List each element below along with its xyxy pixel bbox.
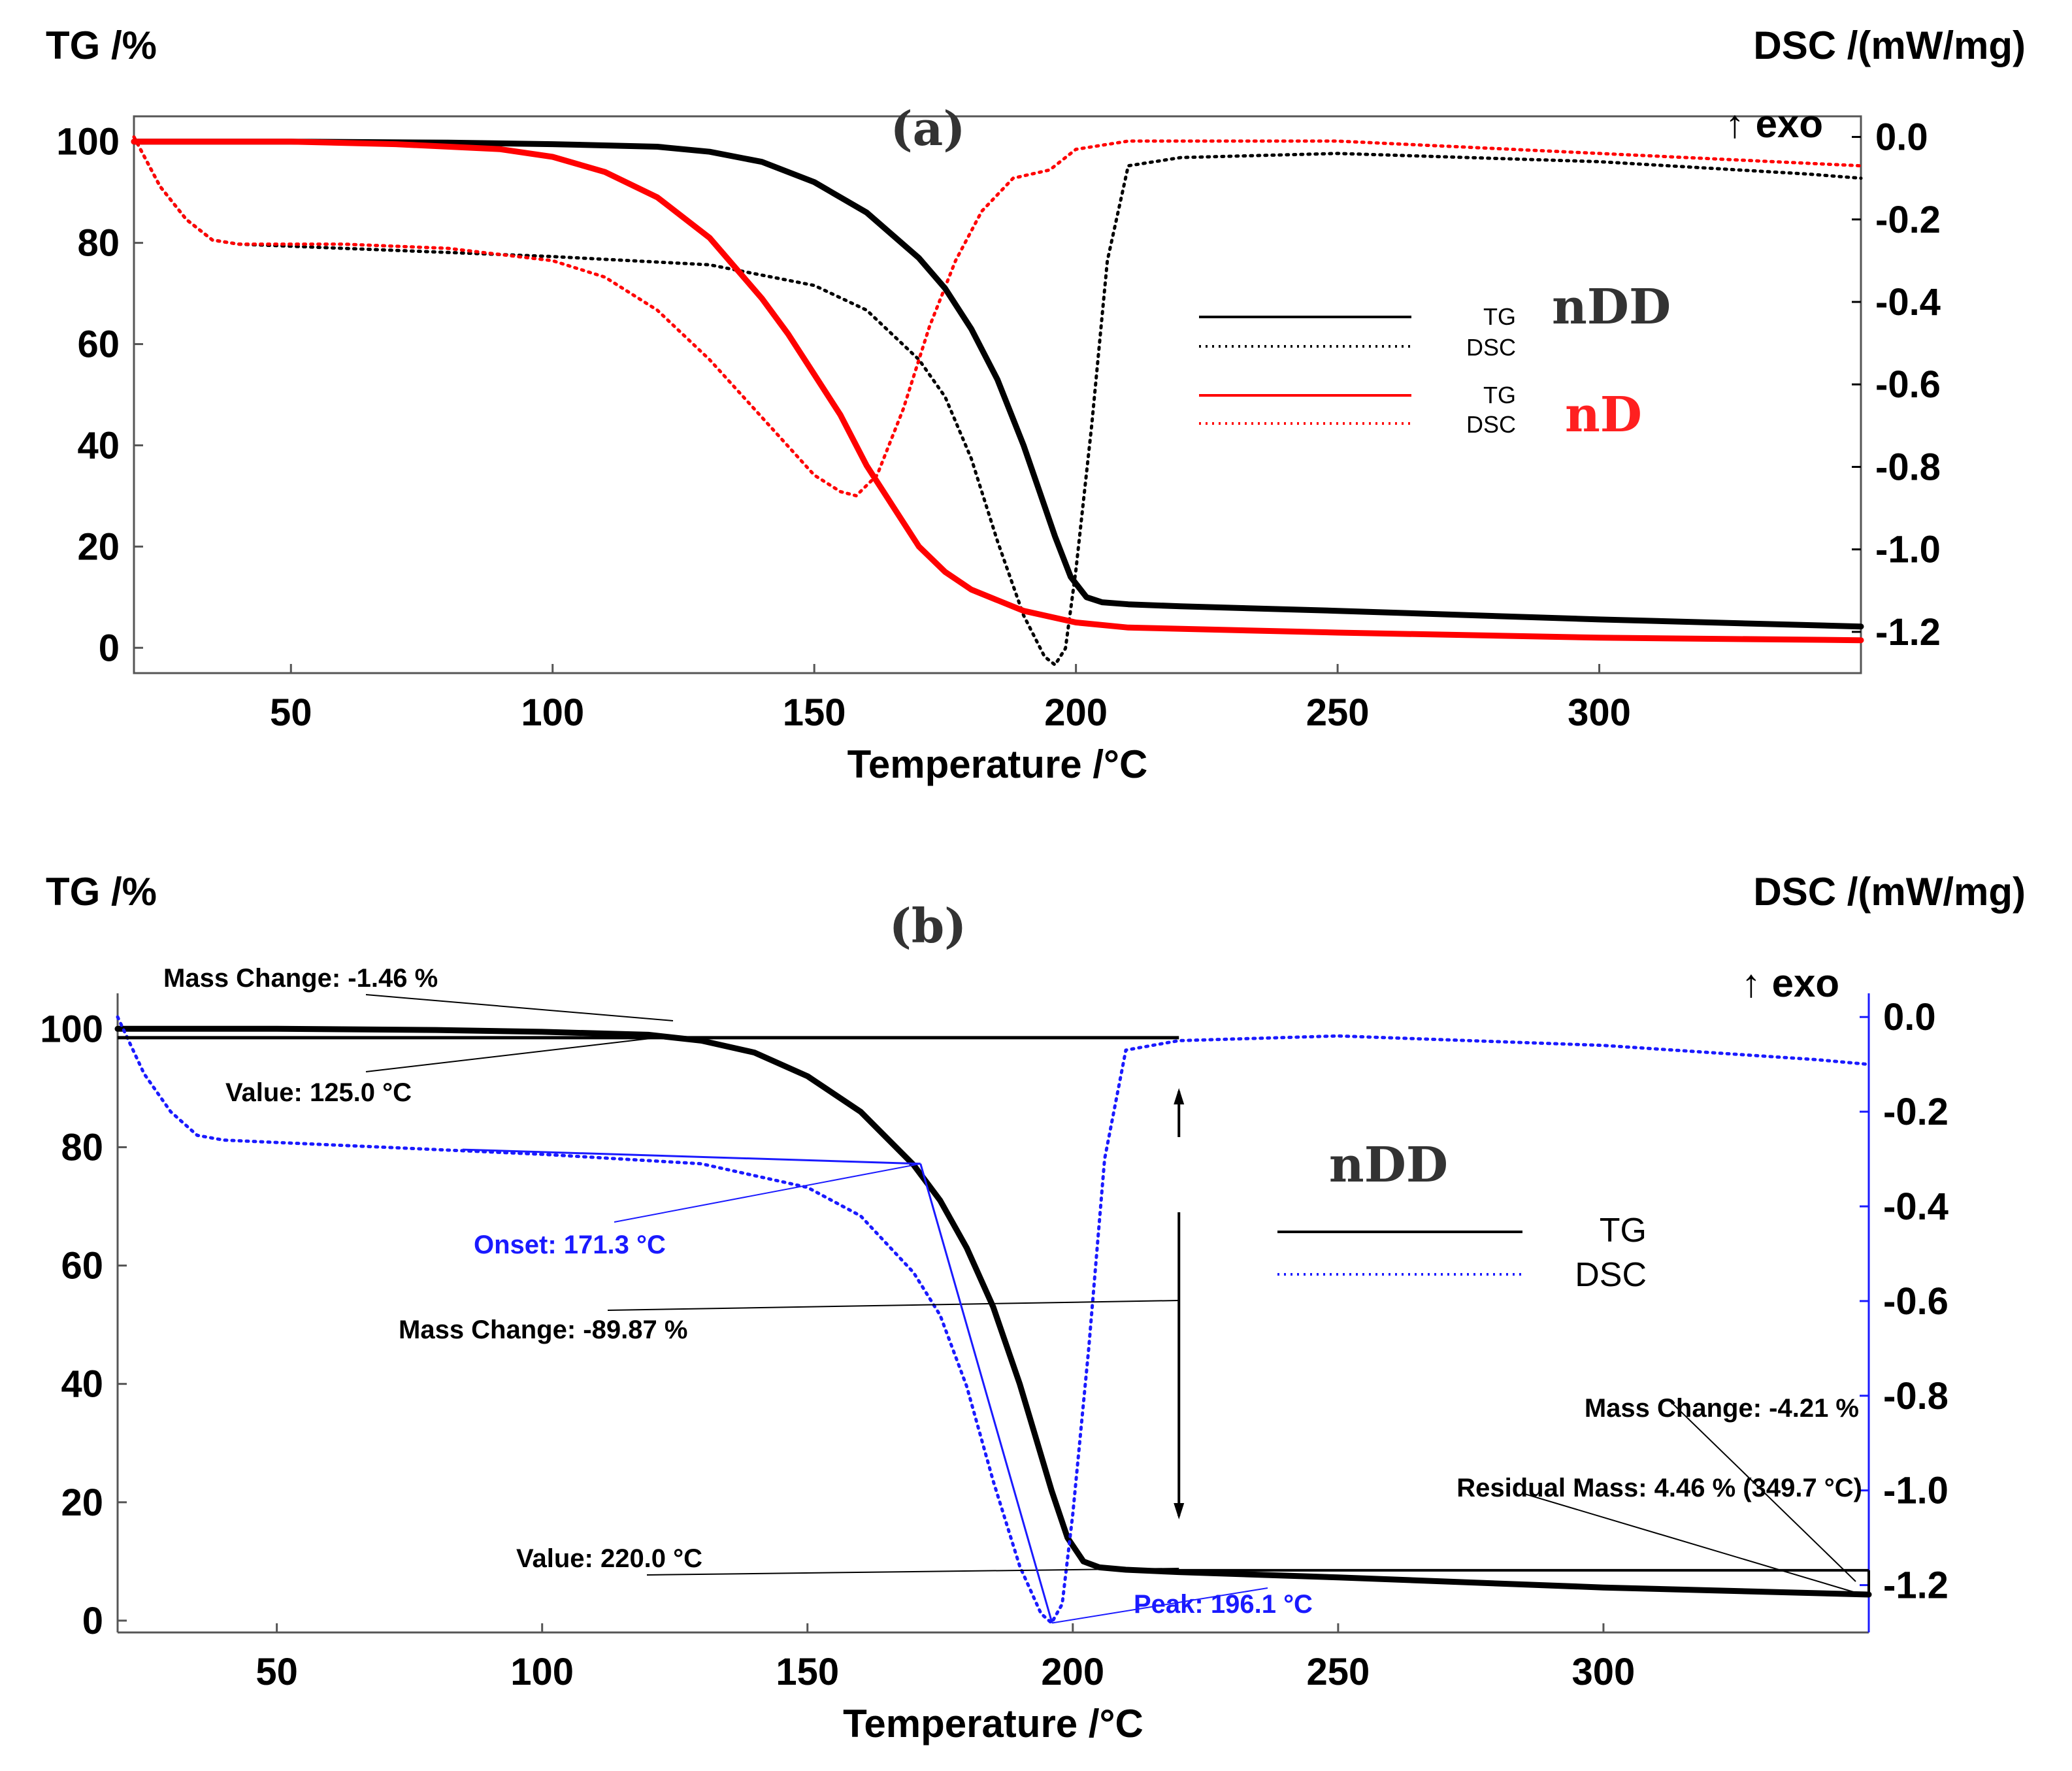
y-right-tick-label: -0.4 xyxy=(1883,1185,1949,1228)
legend-entry-label: TG xyxy=(1600,1212,1647,1250)
y-right-tick-label: -0.2 xyxy=(1883,1091,1949,1133)
plot-frame xyxy=(133,115,1862,674)
leader-line xyxy=(365,1035,674,1072)
y-right-tick-label: -1.0 xyxy=(1883,1470,1949,1512)
y-left-tick-label: 80 xyxy=(77,222,120,265)
leader-line xyxy=(365,994,674,1021)
y-left-tick-label: 100 xyxy=(56,121,120,163)
x-tick-label: 100 xyxy=(521,691,584,734)
x-tick-label: 300 xyxy=(1568,691,1631,734)
series-nd-tg-line xyxy=(131,139,1864,644)
arrow-head-icon xyxy=(1174,1088,1185,1104)
x-tick-label: 100 xyxy=(510,1651,574,1693)
y-left-tick-label: 20 xyxy=(61,1481,103,1524)
exo-direction-note: ↑ exo xyxy=(1741,961,1839,1005)
annotation-mass-change-3: Mass Change: -4.21 % xyxy=(1585,1394,1859,1423)
y-left-tick-label: 20 xyxy=(77,525,120,568)
y-right-tick-label: -0.2 xyxy=(1875,199,1941,241)
leader-line xyxy=(1672,1403,1856,1582)
x-axis-title: Temperature /°C xyxy=(843,1702,1143,1746)
x-tick-label: 50 xyxy=(270,691,312,734)
annotation-onset: Onset: 171.3 °C xyxy=(474,1231,666,1259)
x-tick-label: 200 xyxy=(1041,1651,1104,1693)
y-left-tick-label: 60 xyxy=(77,323,120,366)
y-left-tick-label: 40 xyxy=(77,424,120,467)
y-right-tick-label: -0.4 xyxy=(1875,281,1941,323)
y-right-tick-label: -0.8 xyxy=(1875,446,1941,488)
x-tick-label: 250 xyxy=(1306,1651,1370,1693)
leader-line xyxy=(607,1300,1179,1311)
y-left-axis-title: TG /% xyxy=(46,870,157,914)
annotation-value-1: Value: 125.0 °C xyxy=(225,1078,412,1107)
series-ndd-tg-line xyxy=(114,1025,1872,1598)
legend-entry-label: TG xyxy=(1483,382,1516,408)
y-right-tick-label: -0.6 xyxy=(1883,1280,1949,1323)
x-axis-title: Temperature /°C xyxy=(847,742,1148,786)
dsc-onset-baseline xyxy=(462,1148,921,1165)
annotation-mass-change-1: Mass Change: -1.46 % xyxy=(163,964,438,993)
arrow-head-icon xyxy=(1174,1503,1185,1519)
annotation-mass-change-2: Mass Change: -89.87 % xyxy=(399,1316,687,1344)
leader-line xyxy=(646,1568,1179,1576)
y-left-tick-label: 80 xyxy=(61,1126,103,1168)
legend-entry-label: DSC xyxy=(1575,1256,1647,1294)
series-ndd-tg-line xyxy=(131,139,1864,630)
x-tick-label: 150 xyxy=(776,1651,839,1693)
y-right-tick-label: -0.6 xyxy=(1875,363,1941,406)
x-tick-label: 250 xyxy=(1306,691,1370,734)
legend-sample-nD: nD xyxy=(1565,387,1642,443)
y-right-tick-label: -1.2 xyxy=(1883,1564,1949,1607)
y-right-tick-label: 0.0 xyxy=(1883,996,1936,1038)
panel-label: (a) xyxy=(891,101,966,156)
y-left-tick-label: 40 xyxy=(61,1363,103,1406)
annotation-peak: Peak: 196.1 °C xyxy=(1134,1590,1313,1619)
y-right-tick-label: -1.0 xyxy=(1875,529,1941,571)
y-left-tick-label: 100 xyxy=(40,1008,103,1050)
y-right-tick-label: -1.2 xyxy=(1875,611,1941,654)
legend-entry-label: DSC xyxy=(1466,334,1516,361)
y-left-axis-title: TG /% xyxy=(46,24,157,67)
y-right-tick-label: 0.0 xyxy=(1875,116,1928,159)
series-ndd-dsc-line xyxy=(132,135,1863,667)
leader-line xyxy=(1051,1587,1268,1624)
x-tick-label: 200 xyxy=(1044,691,1108,734)
y-right-tick-label: -0.8 xyxy=(1883,1375,1949,1417)
annotation-value-2: Value: 220.0 °C xyxy=(516,1544,702,1573)
legend-sample-nDD: nDD xyxy=(1329,1137,1448,1193)
y-right-axis-title: DSC /(mW/mg) xyxy=(1753,24,2026,67)
y-left-tick-label: 0 xyxy=(99,627,120,669)
y-left-tick-label: 0 xyxy=(82,1600,103,1642)
legend-entry-label: TG xyxy=(1483,303,1516,330)
x-tick-label: 300 xyxy=(1572,1651,1636,1693)
x-tick-label: 150 xyxy=(783,691,846,734)
y-right-axis-title: DSC /(mW/mg) xyxy=(1753,870,2026,914)
series-ndd-dsc-line xyxy=(116,1015,1871,1625)
annotation-residual-mass: Residual Mass: 4.46 % (349.7 °C) xyxy=(1456,1474,1862,1502)
legend-entry-label: DSC xyxy=(1466,411,1516,438)
series-nd-dsc-line xyxy=(132,135,1863,498)
exo-direction-note: ↑ exo xyxy=(1725,102,1823,146)
y-left-tick-label: 60 xyxy=(61,1245,103,1287)
panel-label: (b) xyxy=(889,898,966,953)
leader-line xyxy=(614,1163,921,1223)
legend-sample-nDD: nDD xyxy=(1552,279,1671,335)
x-tick-label: 50 xyxy=(255,1651,298,1693)
dsc-onset-tangent xyxy=(919,1163,1053,1623)
leader-line xyxy=(1522,1493,1863,1595)
